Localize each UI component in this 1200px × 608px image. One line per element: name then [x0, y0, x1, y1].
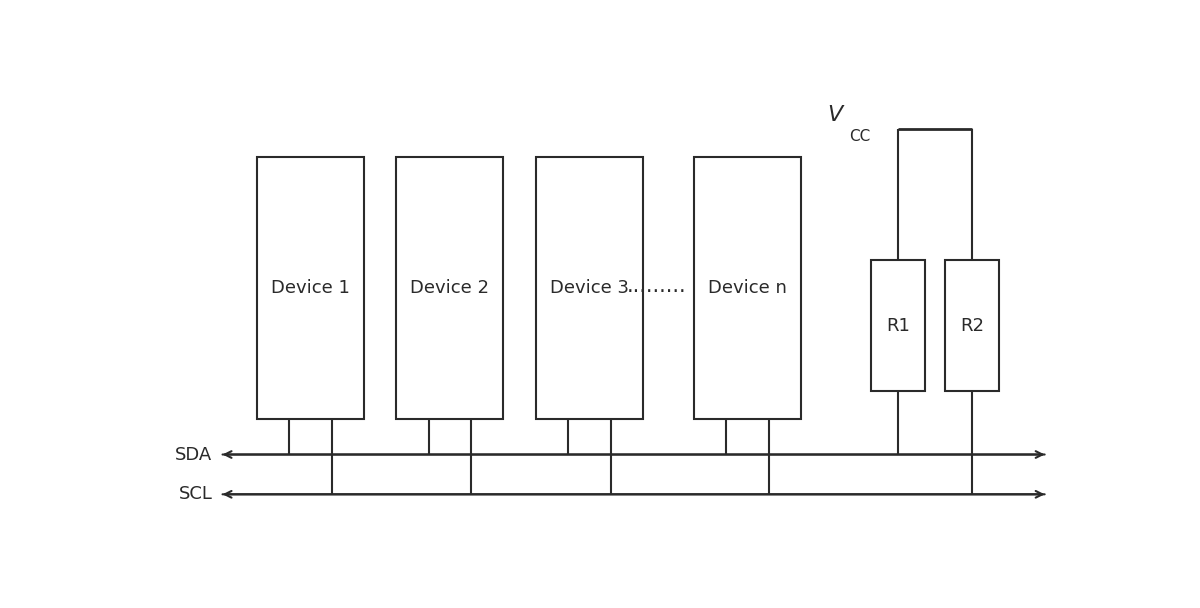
Text: CC: CC	[850, 129, 871, 143]
Text: .........: .........	[628, 276, 686, 296]
Bar	[946, 260, 1000, 392]
Bar	[694, 157, 802, 420]
Bar	[257, 157, 364, 420]
Text: Device 2: Device 2	[410, 279, 490, 297]
Bar	[871, 260, 925, 392]
Text: R1: R1	[886, 317, 910, 335]
Text: Device 3: Device 3	[550, 279, 629, 297]
Text: SDA: SDA	[175, 446, 212, 463]
Bar	[536, 157, 643, 420]
Bar	[396, 157, 504, 420]
Text: SCL: SCL	[179, 485, 212, 503]
Text: Device n: Device n	[708, 279, 787, 297]
Text: Device 1: Device 1	[271, 279, 350, 297]
Text: V: V	[827, 105, 842, 125]
Text: R2: R2	[960, 317, 984, 335]
